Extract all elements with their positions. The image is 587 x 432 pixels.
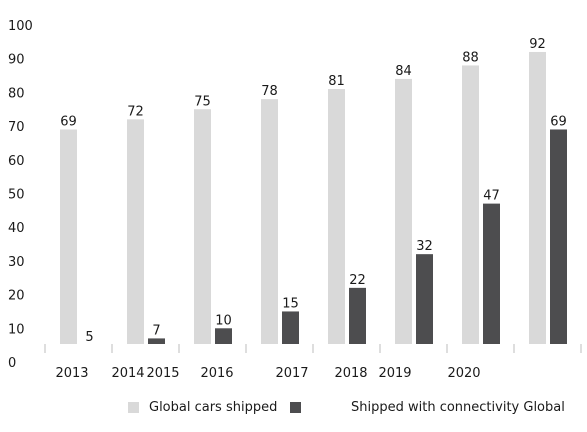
x-tick-label: 2020 <box>447 366 480 381</box>
bar-connectivity <box>416 254 433 344</box>
y-tick-label: 30 <box>8 255 25 270</box>
data-label-global-cars: 69 <box>60 114 77 129</box>
y-tick-label: 20 <box>8 289 25 304</box>
bar-connectivity <box>215 328 232 344</box>
data-label-connectivity: 15 <box>282 296 299 311</box>
y-tick-label: 60 <box>8 154 25 169</box>
y-tick-label: 50 <box>8 188 25 203</box>
legend-swatch-connectivity <box>290 402 301 413</box>
y-tick-label: 0 <box>8 356 16 371</box>
x-tick-label: 2018 <box>334 366 367 381</box>
bar-global-cars <box>529 51 546 345</box>
x-tick-label: 2013 <box>55 366 88 381</box>
x-tick-label: 2019 <box>378 366 411 381</box>
legend-label-global-cars: Global cars shipped <box>149 400 278 415</box>
bar-global-cars <box>127 119 144 344</box>
x-tick-label: 2016 <box>200 366 233 381</box>
data-label-global-cars: 92 <box>529 37 546 52</box>
data-label-connectivity: 47 <box>483 189 500 204</box>
y-tick-label: 90 <box>8 53 25 68</box>
legend-label-connectivity: Shipped with connectivity Global <box>351 400 565 415</box>
data-label-connectivity: 7 <box>152 323 160 338</box>
y-tick-label: 100 <box>8 19 33 34</box>
bar-connectivity <box>349 287 366 344</box>
data-label-connectivity: 10 <box>215 313 232 328</box>
bar-connectivity <box>550 129 567 344</box>
legend-swatch-global-cars <box>128 402 139 413</box>
data-label-connectivity: 32 <box>416 239 433 254</box>
data-label-global-cars: 84 <box>395 64 412 79</box>
legend-item-global-cars: Global cars shipped <box>128 400 277 415</box>
y-tick-label: 80 <box>8 86 25 101</box>
data-label-global-cars: 81 <box>328 74 345 89</box>
x-tick-label: 2015 <box>146 366 179 381</box>
legend: Global cars shipped Shipped with connect… <box>0 400 587 420</box>
y-tick-label: 70 <box>8 120 25 135</box>
x-tick-label: 2014 <box>111 366 144 381</box>
bar-global-cars <box>395 78 412 345</box>
data-label-global-cars: 78 <box>261 84 278 99</box>
bar-global-cars <box>60 129 77 344</box>
y-tick-label: 10 <box>8 322 25 337</box>
bar-connectivity <box>282 311 299 344</box>
x-tick-label: 2017 <box>275 366 308 381</box>
data-label-global-cars: 88 <box>462 50 479 65</box>
data-label-global-cars: 75 <box>194 94 211 109</box>
y-tick-label: 40 <box>8 221 25 236</box>
bar-global-cars <box>328 89 345 344</box>
legend-item-connectivity: Shipped with connectivity Global <box>290 400 565 415</box>
data-label-connectivity: 22 <box>349 273 366 288</box>
data-label-connectivity: 5 <box>85 330 93 345</box>
bar-global-cars <box>261 99 278 344</box>
data-label-global-cars: 72 <box>127 104 144 119</box>
data-label-connectivity: 69 <box>550 114 567 129</box>
bar-global-cars <box>194 109 211 344</box>
bar-chart: 0 10 20 30 40 50 60 70 80 90 100 69 72 75 78 81 84 88 92 5 7… <box>8 19 582 381</box>
bar-global-cars <box>462 65 479 344</box>
bar-connectivity <box>148 338 165 344</box>
bar-connectivity <box>483 203 500 344</box>
